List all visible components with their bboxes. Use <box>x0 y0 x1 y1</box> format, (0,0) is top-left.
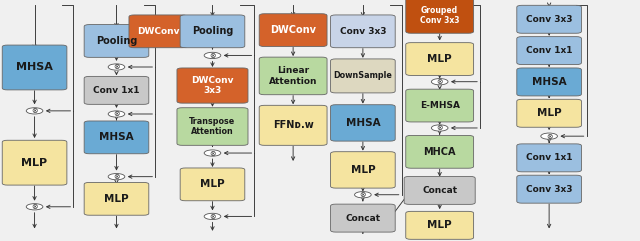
FancyBboxPatch shape <box>406 211 474 239</box>
Text: MLP: MLP <box>22 158 47 168</box>
Text: Conv 1x1: Conv 1x1 <box>526 46 572 55</box>
FancyBboxPatch shape <box>84 76 148 104</box>
FancyBboxPatch shape <box>259 105 327 145</box>
Circle shape <box>26 108 43 114</box>
FancyBboxPatch shape <box>84 25 148 57</box>
Text: MHSA: MHSA <box>99 132 134 142</box>
Text: MLP: MLP <box>537 108 561 118</box>
Text: Concat: Concat <box>346 214 380 223</box>
Text: Linear
Attention: Linear Attention <box>269 66 317 86</box>
Circle shape <box>431 79 448 85</box>
FancyBboxPatch shape <box>406 43 474 75</box>
Text: Concat: Concat <box>422 186 457 195</box>
Text: Pooling: Pooling <box>96 36 137 46</box>
Text: DownSample: DownSample <box>333 71 392 80</box>
Text: FFNᴅ.ᴡ: FFNᴅ.ᴡ <box>273 120 314 130</box>
Text: Conv 1x1: Conv 1x1 <box>93 86 140 95</box>
Text: MLP: MLP <box>200 179 225 189</box>
FancyBboxPatch shape <box>406 135 474 168</box>
Circle shape <box>431 125 448 131</box>
FancyBboxPatch shape <box>84 121 148 154</box>
Circle shape <box>204 213 221 220</box>
FancyBboxPatch shape <box>330 15 395 48</box>
FancyBboxPatch shape <box>259 57 327 95</box>
Text: Conv 1x1: Conv 1x1 <box>526 153 572 162</box>
Circle shape <box>108 111 125 117</box>
FancyBboxPatch shape <box>259 14 327 47</box>
FancyBboxPatch shape <box>180 168 245 201</box>
Text: ⊗: ⊗ <box>360 190 366 199</box>
Text: MHCA: MHCA <box>424 147 456 157</box>
Text: Grouped
Conv 3x3: Grouped Conv 3x3 <box>420 6 460 25</box>
FancyBboxPatch shape <box>2 140 67 185</box>
Text: ⊗: ⊗ <box>209 51 216 60</box>
Text: ⊗: ⊗ <box>31 202 38 211</box>
Text: Conv 3x3: Conv 3x3 <box>526 15 572 24</box>
Circle shape <box>204 52 221 59</box>
FancyBboxPatch shape <box>404 176 476 204</box>
Text: Conv 3x3: Conv 3x3 <box>340 27 386 36</box>
Circle shape <box>108 174 125 180</box>
FancyBboxPatch shape <box>517 99 581 127</box>
Text: MHSA: MHSA <box>532 77 566 87</box>
FancyBboxPatch shape <box>330 152 395 188</box>
Text: Transpose
Attention: Transpose Attention <box>189 117 236 136</box>
Text: ⊗: ⊗ <box>209 212 216 221</box>
FancyBboxPatch shape <box>517 37 581 65</box>
Circle shape <box>108 64 125 70</box>
FancyBboxPatch shape <box>517 175 581 203</box>
Text: ⊗: ⊗ <box>209 148 216 158</box>
Circle shape <box>355 192 371 198</box>
Circle shape <box>26 204 43 210</box>
Text: ⊗: ⊗ <box>546 132 552 141</box>
Text: DWConv: DWConv <box>137 27 179 36</box>
FancyBboxPatch shape <box>517 5 581 33</box>
Text: MLP: MLP <box>428 54 452 64</box>
Text: DWConv: DWConv <box>270 25 316 35</box>
FancyBboxPatch shape <box>406 89 474 122</box>
Circle shape <box>541 133 557 139</box>
Text: Conv 3x3: Conv 3x3 <box>526 185 572 194</box>
FancyBboxPatch shape <box>129 15 187 48</box>
FancyBboxPatch shape <box>84 182 148 215</box>
Text: MLP: MLP <box>428 220 452 230</box>
Text: MLP: MLP <box>104 194 129 204</box>
Text: ⊗: ⊗ <box>113 172 120 181</box>
Text: MHSA: MHSA <box>346 118 380 128</box>
Text: MHSA: MHSA <box>16 62 53 73</box>
Text: MLP: MLP <box>351 165 375 175</box>
FancyBboxPatch shape <box>177 68 248 103</box>
FancyBboxPatch shape <box>406 0 474 33</box>
FancyBboxPatch shape <box>517 144 581 172</box>
Text: Pooling: Pooling <box>192 26 233 36</box>
FancyBboxPatch shape <box>330 59 395 93</box>
Text: ⊗: ⊗ <box>436 77 443 86</box>
FancyBboxPatch shape <box>330 204 395 232</box>
Text: ⊗: ⊗ <box>31 106 38 115</box>
FancyBboxPatch shape <box>177 108 248 145</box>
FancyBboxPatch shape <box>330 105 395 141</box>
FancyBboxPatch shape <box>517 68 581 96</box>
Text: ⊗: ⊗ <box>113 62 120 72</box>
Circle shape <box>204 150 221 156</box>
Text: E-MHSA: E-MHSA <box>420 101 460 110</box>
Text: DWConv
3x3: DWConv 3x3 <box>191 76 234 95</box>
Text: ⊗: ⊗ <box>113 109 120 119</box>
FancyBboxPatch shape <box>180 15 245 48</box>
Text: ⊗: ⊗ <box>436 123 443 133</box>
FancyBboxPatch shape <box>2 45 67 90</box>
